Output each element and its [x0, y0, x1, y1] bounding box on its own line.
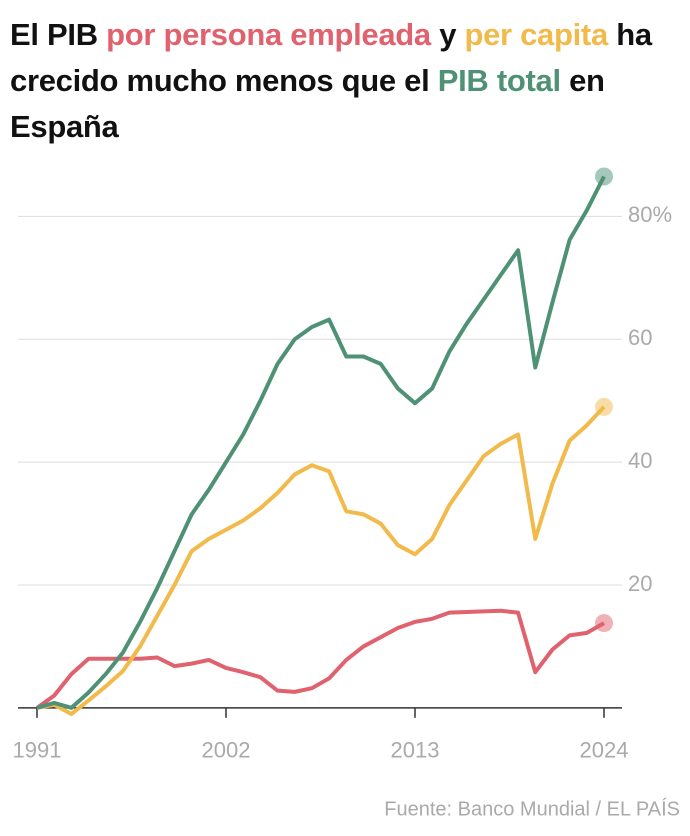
legend-entry: PIB total	[437, 63, 561, 98]
end-dot	[595, 614, 613, 633]
title-text: y	[430, 17, 465, 52]
title-text: ha crecido mucho menos que el	[10, 17, 652, 98]
y-tick-label: 60	[628, 325, 652, 350]
title-text: en España	[10, 63, 605, 144]
chart-title: El PIB por persona empleada y per capita…	[10, 12, 670, 150]
end-dot	[595, 397, 613, 416]
x-tick-label: 2024	[580, 738, 629, 763]
legend-entry: por persona empleada	[106, 17, 431, 52]
y-tick-label: 40	[628, 448, 652, 473]
x-tick-label: 1991	[13, 738, 62, 763]
legend-entry: per capita	[464, 17, 608, 52]
series-line	[36, 405, 606, 716]
title-text: El PIB	[10, 17, 107, 52]
y-tick-label: 20	[628, 571, 652, 596]
end-dot	[595, 167, 613, 186]
y-tick-label: 80%	[628, 202, 672, 227]
source: Fuente: Banco Mundial / EL PAÍS	[384, 797, 680, 820]
x-tick-label: 2013	[391, 738, 440, 763]
series-line	[35, 608, 605, 710]
x-tick-label: 2002	[202, 738, 251, 763]
series-line	[36, 175, 606, 710]
